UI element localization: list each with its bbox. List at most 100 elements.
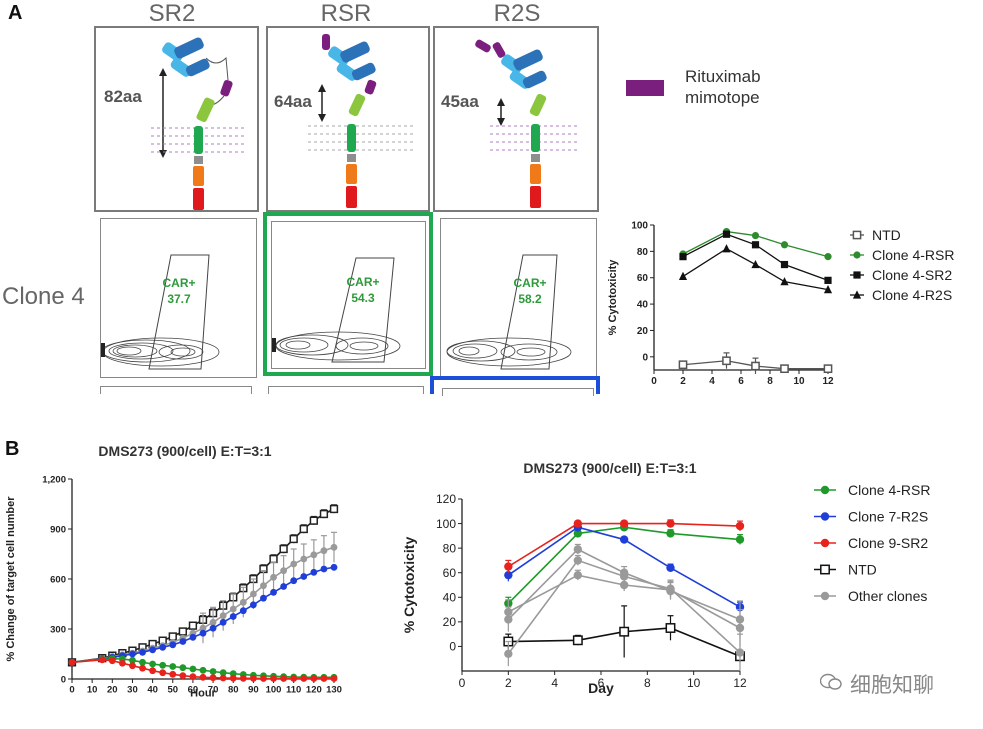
data-point xyxy=(279,544,288,554)
car-gate-value-sr2: 37.7 xyxy=(167,292,191,306)
y-tick-label: 100 xyxy=(631,221,648,232)
y-tick-label: 20 xyxy=(637,326,649,337)
data-point xyxy=(780,241,789,249)
flow-contour-plot-rsr xyxy=(272,257,401,363)
data-point xyxy=(666,585,675,595)
data-point xyxy=(179,664,187,672)
legend-marker xyxy=(820,512,830,521)
data-point xyxy=(665,623,676,633)
data-point xyxy=(189,665,197,673)
x-tick-label: 60 xyxy=(188,685,199,696)
data-point xyxy=(179,638,187,645)
data-point xyxy=(572,635,583,646)
data-point xyxy=(270,675,277,682)
legend-b-label: Other clones xyxy=(848,588,927,604)
legend-b-item: Clone 4-RSR xyxy=(814,482,930,498)
mimotope-legend-label: Rituximab mimotope xyxy=(685,66,761,108)
legend-b-label: Clone 7-R2S xyxy=(848,509,928,525)
data-point xyxy=(780,364,789,374)
series-other-clones xyxy=(68,531,338,666)
x-tick-label: 8 xyxy=(644,676,651,690)
data-point xyxy=(300,573,308,580)
data-point xyxy=(108,657,116,665)
wechat-icon xyxy=(819,673,842,690)
data-point xyxy=(260,594,267,602)
data-point xyxy=(666,529,675,538)
data-point xyxy=(209,618,217,626)
legend-marker xyxy=(853,271,861,279)
data-point xyxy=(118,659,126,667)
data-point xyxy=(735,648,745,657)
data-point xyxy=(169,641,177,649)
y-tick-label: 100 xyxy=(436,517,456,531)
x-tick-label: 110 xyxy=(286,685,301,696)
panel-a-label: A xyxy=(8,2,23,24)
data-point xyxy=(751,241,760,249)
data-point xyxy=(188,621,198,630)
data-point xyxy=(149,667,157,675)
legend-b-label: NTD xyxy=(848,562,877,578)
series-clone-4-r2s xyxy=(678,244,833,294)
y-tick-label: 40 xyxy=(443,590,457,604)
x-tick-label: 10 xyxy=(687,676,701,690)
data-point xyxy=(249,590,257,598)
mimotope-legend-line1: Rituximab xyxy=(685,67,761,86)
data-point xyxy=(573,570,583,580)
data-point xyxy=(159,669,167,677)
data-point xyxy=(229,605,237,613)
data-point xyxy=(722,356,731,366)
data-point xyxy=(229,674,237,682)
data-point xyxy=(219,618,227,626)
data-point xyxy=(722,230,731,238)
data-point xyxy=(189,673,197,681)
y-tick-label: 80 xyxy=(443,541,457,555)
car-construct-diagram-sr2 xyxy=(151,37,244,210)
data-point xyxy=(504,649,513,658)
car-gate-r2s: CAR+ 58.2 xyxy=(505,275,555,307)
y-tick-label: 0 xyxy=(642,352,648,363)
data-point xyxy=(239,674,247,682)
x-tick-label: 90 xyxy=(248,685,259,696)
data-point xyxy=(504,562,513,571)
data-point xyxy=(239,598,247,606)
flow-plot-sr2: CAR+ 37.7 xyxy=(100,218,257,378)
data-point xyxy=(751,231,760,240)
flow-plot-rsr: CAR+ 54.3 xyxy=(271,221,426,369)
x-tick-label: 12 xyxy=(733,676,747,690)
data-point xyxy=(169,663,177,670)
series-clone-7-r2s xyxy=(68,563,338,666)
flow-contour-plot-r2s xyxy=(446,254,572,370)
series-ntd xyxy=(678,352,833,374)
legend-marker xyxy=(852,230,862,240)
data-point xyxy=(780,277,789,286)
data-point xyxy=(329,504,339,514)
legend-marker xyxy=(820,538,830,548)
data-point xyxy=(319,509,329,519)
legend-b-label: Clone 9-SR2 xyxy=(848,535,928,551)
data-point xyxy=(678,360,688,370)
cytotoxicity-chart-a: 0 2 4 6 8 10 12 0 20 40 60 80 100 % Cytotoxicity NTD Cl… xyxy=(607,221,954,388)
legend-a-item: NTD xyxy=(850,227,901,243)
target-growth-chart: 0 10 20 30 40 50 60 70 80 90 100 110 120 130 0 300 600 90… xyxy=(5,443,342,700)
data-point xyxy=(199,624,207,632)
legend-b-item: Clone 7-R2S xyxy=(814,509,928,525)
legend-marker xyxy=(820,591,830,601)
x-tick-label: 50 xyxy=(167,685,178,696)
data-point xyxy=(129,662,136,670)
chart-title: DMS273 (900/cell) E:T=3:1 xyxy=(523,460,696,476)
data-point xyxy=(735,623,745,633)
x-tick-label: 8 xyxy=(767,376,773,387)
data-point xyxy=(260,675,267,682)
data-point xyxy=(129,656,136,664)
data-point xyxy=(735,535,745,544)
y-tick-label: 0 xyxy=(449,640,456,654)
data-point xyxy=(780,260,789,269)
mimotope-legend-line2: mimotope xyxy=(685,88,760,107)
data-point xyxy=(320,675,328,682)
construct-box-r2s xyxy=(433,26,599,212)
data-point xyxy=(189,633,197,641)
mimotope-legend-swatch xyxy=(626,80,664,96)
data-point xyxy=(290,560,298,568)
data-point xyxy=(229,613,237,620)
